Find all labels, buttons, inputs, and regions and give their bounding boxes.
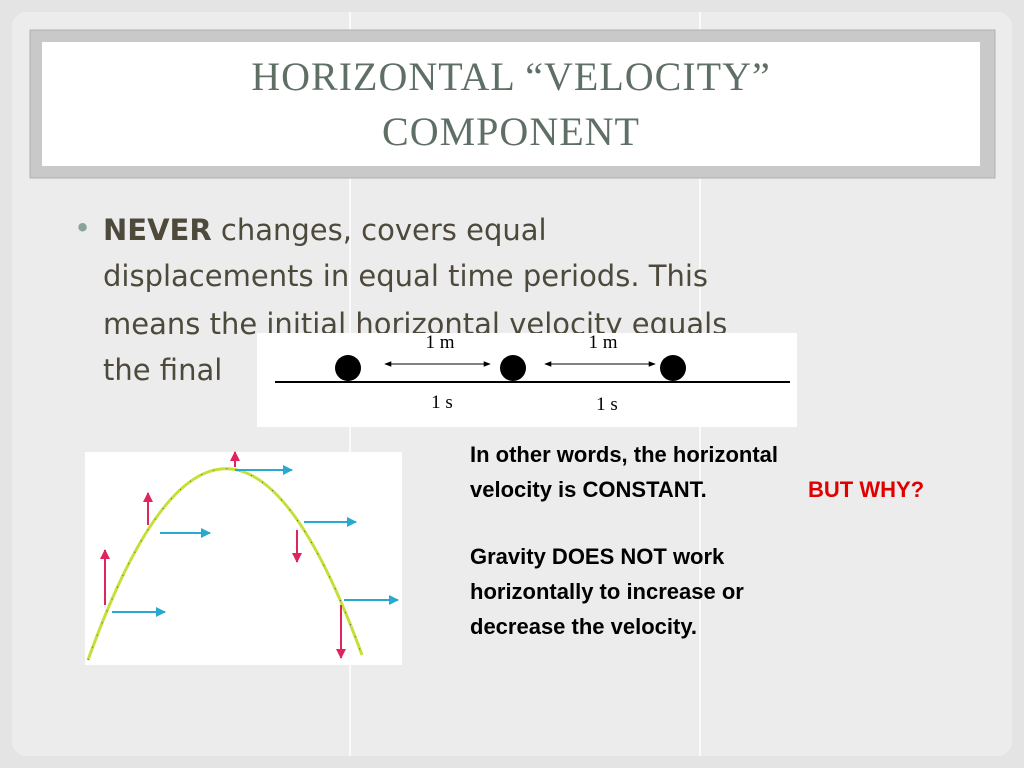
note-emphasis: BUT WHY?: [808, 477, 924, 502]
note-line: velocity is CONSTANT.: [470, 477, 707, 502]
bullet-line: the final: [103, 353, 222, 387]
motion-diagram: 1 m 1 m 1 s 1 s: [257, 332, 797, 427]
bullet-text: changes, covers equal: [221, 213, 547, 247]
projectile-diagram: [85, 451, 402, 665]
bullet-line: displacements in equal time periods. Thi…: [103, 259, 708, 293]
note-line: In other words, the horizontal: [470, 442, 778, 467]
title-line: COMPONENT: [382, 109, 640, 154]
bullet-line: NEVER changes, covers equal: [103, 213, 547, 247]
time-label: 1 s: [431, 392, 453, 413]
distance-label: 1 m: [588, 332, 617, 353]
note-line: Gravity DOES NOT work: [470, 544, 725, 569]
bullet-dot: •: [74, 211, 91, 245]
title-box: [42, 42, 980, 166]
bullet-bold: NEVER: [103, 213, 212, 247]
time-label: 1 s: [596, 394, 618, 415]
note-line: horizontally to increase or: [470, 579, 744, 604]
title-line: HORIZONTAL “VELOCITY”: [251, 54, 771, 99]
distance-label: 1 m: [425, 332, 454, 353]
note-line: decrease the velocity.: [470, 614, 697, 639]
